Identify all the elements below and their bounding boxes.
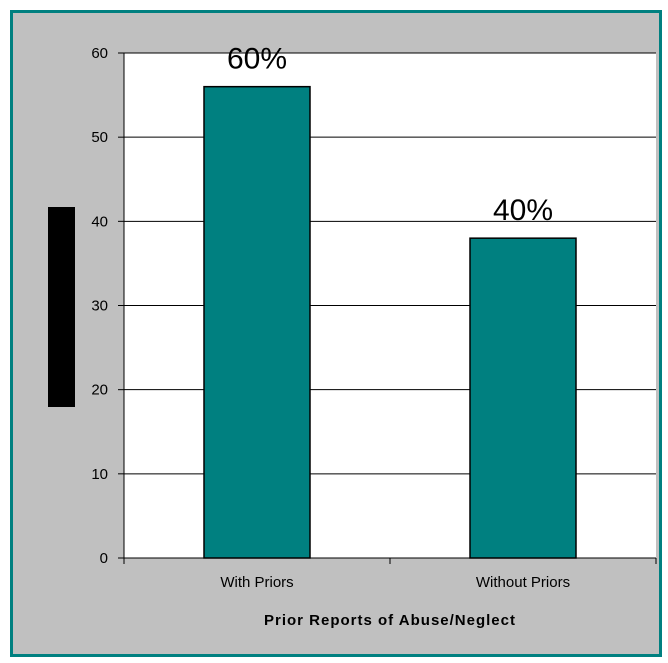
y-tick-label: 10 xyxy=(91,466,108,483)
x-tick-label: With Priors xyxy=(220,574,293,591)
y-axis: 0 10 20 30 40 50 60 xyxy=(91,45,125,567)
bar-without-priors xyxy=(469,237,577,559)
y-tick-label: 60 xyxy=(91,45,108,62)
y-tick-label: 30 xyxy=(91,298,108,315)
y-tick-label: 40 xyxy=(91,213,108,230)
data-label: 40% xyxy=(493,194,553,227)
data-labels: 60% 40% xyxy=(227,43,553,228)
redaction-box xyxy=(48,207,75,407)
y-tick-label: 20 xyxy=(91,382,108,399)
y-tick-label: 50 xyxy=(91,129,108,146)
y-tick-label: 0 xyxy=(100,550,108,567)
x-axis-title: Prior Reports of Abuse/Neglect xyxy=(264,612,516,629)
x-tick-label: Without Priors xyxy=(476,574,570,591)
x-axis: With Priors Without Priors xyxy=(123,557,657,591)
data-label: 60% xyxy=(227,43,287,76)
bar-with-priors xyxy=(203,85,311,559)
